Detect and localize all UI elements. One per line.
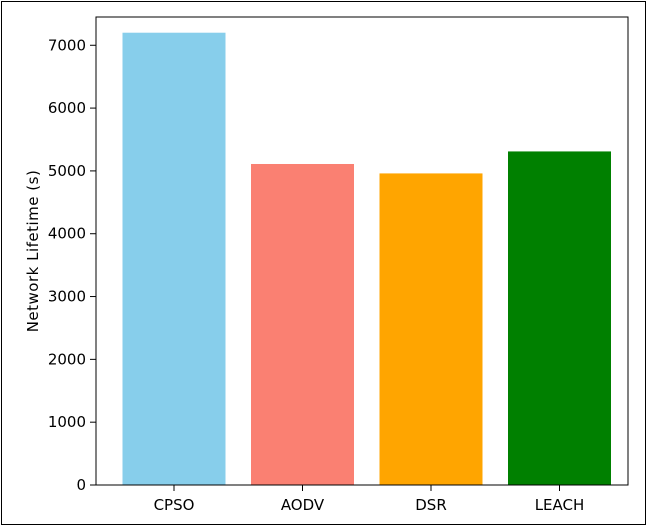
bars-layer: [122, 32, 611, 485]
y-tick-label: 1000: [48, 413, 86, 431]
plot-area: [95, 16, 629, 486]
y-tick-label: 4000: [48, 225, 86, 243]
y-tick-label: 5000: [48, 162, 86, 180]
bar-aodv: [251, 163, 354, 485]
x-tick-label: LEACH: [535, 496, 585, 514]
y-tick-label: 7000: [48, 36, 86, 54]
y-axis-title: Network Lifetime (s): [24, 170, 42, 333]
bar-dsr: [379, 173, 483, 485]
bar-leach: [508, 151, 611, 485]
x-tick-label: AODV: [281, 496, 325, 514]
y-tick-label: 2000: [48, 350, 86, 368]
ticks-layer: CPSO AODV DSR LEACH 0 1000 2000 3000 4000 5000 600…: [48, 36, 584, 514]
y-tick-label: 6000: [48, 99, 86, 117]
y-tick-label: 3000: [48, 288, 86, 306]
x-tick-label: CPSO: [154, 496, 195, 514]
bar-cpso: [122, 32, 226, 485]
x-tick-label: DSR: [415, 496, 447, 514]
y-tick-label: 0: [76, 476, 86, 494]
